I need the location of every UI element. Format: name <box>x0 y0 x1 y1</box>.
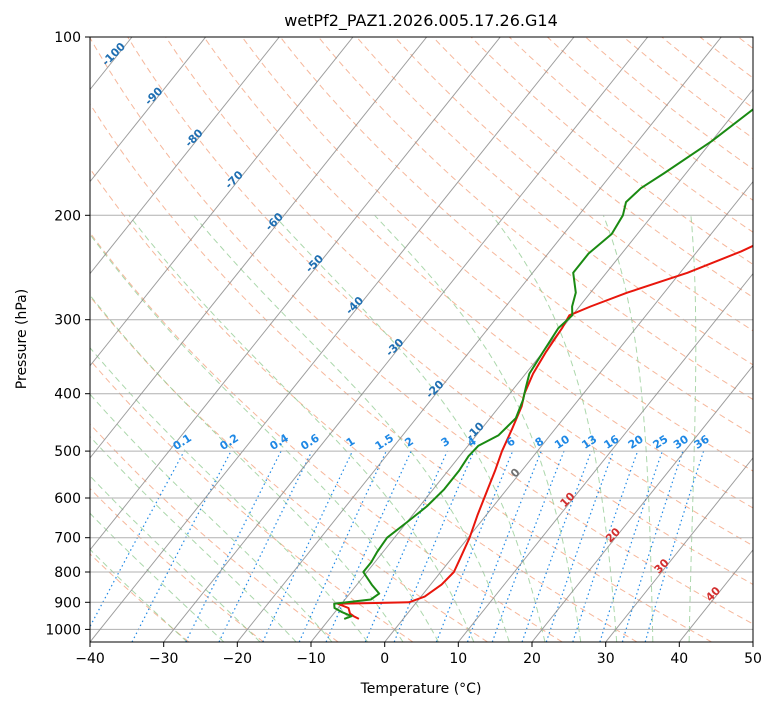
background-lines <box>90 37 753 642</box>
mixing-ratio-line <box>644 450 705 642</box>
dry-adiabat-line <box>90 423 339 642</box>
x-tick-label: 30 <box>597 651 615 667</box>
dry-adiabat-line <box>318 37 753 401</box>
grid-lines <box>90 37 753 642</box>
x-axis: −40 −30 −20 −10 0 10 20 30 40 50 <box>75 642 762 667</box>
isotherm-line <box>90 37 280 275</box>
x-tick-label: −40 <box>75 651 105 667</box>
x-axis-title: Temperature (°C) <box>360 681 482 697</box>
moist-adiabat-line <box>128 214 475 642</box>
y-tick-label: 100 <box>54 30 81 46</box>
y-tick-label: 400 <box>54 387 81 403</box>
dry-adiabat-line <box>508 37 753 233</box>
x-tick-label: 0 <box>380 651 389 667</box>
moist-adiabat-line <box>491 214 618 642</box>
y-tick-label: 800 <box>54 565 81 581</box>
isotherm-line <box>90 37 207 183</box>
mixing-ratio-line <box>298 450 387 642</box>
isotherm-line <box>384 180 753 642</box>
dry-adiabat-line <box>90 231 563 642</box>
mixing-ratio-line <box>393 450 475 642</box>
dry-adiabat-line <box>165 37 753 547</box>
y-tick-label: 700 <box>54 531 81 547</box>
moist-adiabat-line <box>90 548 188 642</box>
moist-adiabat-line <box>90 475 261 642</box>
plot-frame <box>89 36 754 643</box>
x-tick-label: 40 <box>670 651 688 667</box>
x-tick-label: −10 <box>296 651 326 667</box>
y-tick-label: 300 <box>54 313 81 329</box>
mixing-ratio-line <box>572 450 639 642</box>
mixing-ratio-line <box>599 450 663 642</box>
x-tick-label: 20 <box>523 651 541 667</box>
y-axis-title: Pressure (hPa) <box>14 289 30 389</box>
mixing-ratio-line <box>325 450 412 642</box>
isotherm-line <box>457 272 753 642</box>
isotherm-line <box>90 37 354 367</box>
isotherm-line <box>605 457 753 642</box>
mixing-ratio-line <box>90 450 185 628</box>
y-tick-label: 500 <box>54 444 81 460</box>
moist-adiabat-line <box>90 512 225 642</box>
dry-adiabat-line <box>279 37 753 436</box>
series-group <box>333 108 753 620</box>
dewpoint-profile-line <box>333 108 753 620</box>
y-tick-label: 1000 <box>45 622 81 638</box>
x-tick-label: −20 <box>223 651 253 667</box>
mixing-ratio-line <box>364 450 448 642</box>
moist-adiabat-line <box>374 214 582 642</box>
isotherm-line <box>531 364 753 642</box>
chart-title: wetPf2_PAZ1.2026.005.17.26.G14 <box>284 11 558 31</box>
y-tick-label: 600 <box>54 491 81 507</box>
dry-adiabat-line <box>432 37 753 298</box>
moist-adiabat-line <box>90 294 404 642</box>
mixing-ratio-line <box>262 450 354 642</box>
moist-adiabat-line <box>90 393 333 642</box>
temperature-profile-line <box>336 244 753 620</box>
isotherm-line <box>90 37 428 459</box>
isotherm-line <box>310 88 753 642</box>
moist-adiabat-line <box>90 347 368 642</box>
dry-adiabat-line <box>203 37 753 509</box>
dry-adiabat-line <box>90 37 753 625</box>
y-tick-label: 900 <box>54 595 81 611</box>
isotherm-line <box>163 37 649 642</box>
moist-adiabat-line <box>90 233 439 642</box>
moist-adiabat-line <box>90 435 297 642</box>
isotherm-line <box>236 37 722 642</box>
mixing-ratio-line <box>218 450 313 642</box>
dry-adiabat-line <box>90 102 712 642</box>
isotherm-line <box>90 37 501 551</box>
dry-adiabat-line <box>470 37 753 265</box>
mixing-ratio-line <box>621 450 684 642</box>
mixing-ratio-line <box>435 450 514 642</box>
isotherm-line <box>90 37 575 642</box>
moist-adiabat-line <box>273 214 546 642</box>
moist-adiabat-line <box>602 215 654 642</box>
moist-adiabat-line <box>688 215 697 642</box>
x-tick-label: 10 <box>449 651 467 667</box>
x-tick-label: −30 <box>149 651 179 667</box>
x-tick-label: 50 <box>744 651 762 667</box>
y-axis: 1000 900 800 700 600 500 400 300 200 100 <box>45 30 90 638</box>
y-tick-label: 200 <box>54 208 81 224</box>
